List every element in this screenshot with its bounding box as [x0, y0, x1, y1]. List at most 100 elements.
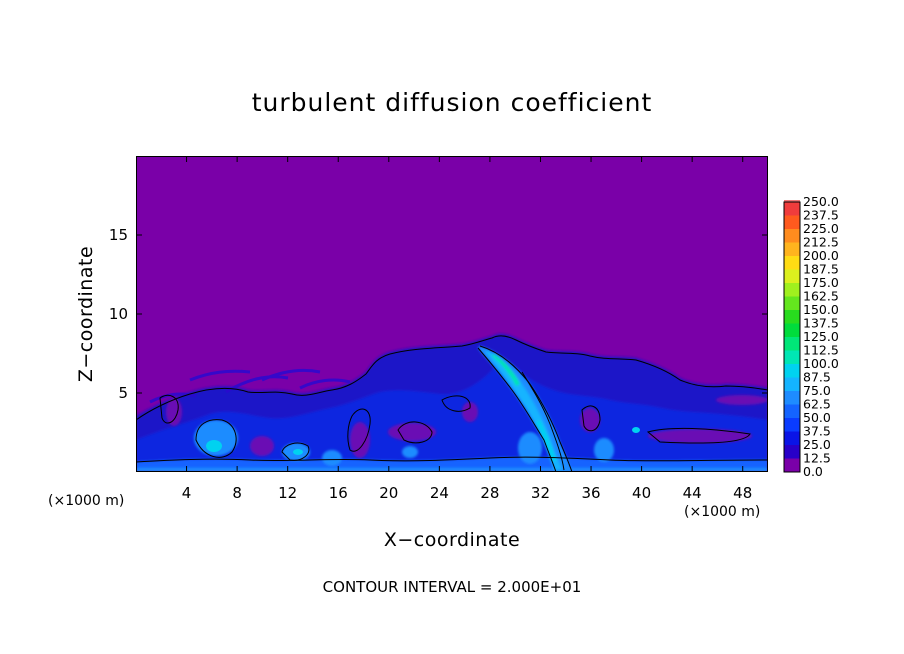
contour-line	[136, 335, 768, 421]
vortices	[194, 420, 614, 466]
x-unit-left: (×1000 m)	[48, 493, 124, 509]
colorbar-swatch	[784, 377, 800, 391]
x-tick-label: 12	[278, 484, 297, 502]
colorbar-swatch	[784, 431, 800, 445]
colorbar-level-label: 250.0	[803, 194, 839, 209]
colorbar-level-label: 62.5	[803, 397, 831, 412]
contour-line	[646, 427, 751, 444]
x-tick-label: 28	[480, 484, 499, 502]
colorbar-level-label: 112.5	[803, 343, 839, 358]
colorbar-swatch	[784, 337, 800, 351]
contour-line	[441, 395, 471, 412]
y-tick-label: 5	[118, 384, 128, 402]
patch	[250, 436, 274, 456]
contour-lines	[136, 335, 768, 472]
colorbar-level-label: 212.5	[803, 235, 839, 250]
x-tick-label: 48	[733, 484, 752, 502]
plume-core	[536, 420, 556, 462]
patch	[350, 422, 370, 458]
colorbar-swatch	[784, 256, 800, 270]
patch	[716, 395, 768, 405]
contour-line	[159, 394, 179, 424]
patch	[462, 402, 478, 422]
vortex-cores	[206, 427, 640, 455]
colorbar-level-label: 200.0	[803, 248, 839, 263]
contour-line	[521, 371, 565, 471]
contour-line	[581, 405, 601, 432]
colorbar-swatch	[784, 323, 800, 337]
colorbar-level-label: 75.0	[803, 383, 831, 398]
contour-line	[477, 347, 557, 472]
contour-interval-note: CONTOUR INTERVAL = 2.000E+01	[323, 578, 582, 596]
x-axis-label: X−coordinate	[384, 529, 520, 551]
plume-mid	[486, 350, 562, 470]
colorbar-swatch	[784, 229, 800, 243]
colorbar-swatch	[784, 350, 800, 364]
colorbar-level-label: 0.0	[803, 464, 823, 479]
streak	[149, 392, 197, 404]
colorbar-swatch	[784, 242, 800, 256]
chart-title: turbulent diffusion coefficient	[252, 88, 653, 117]
colorbar-swatch	[784, 202, 800, 216]
streak	[261, 368, 321, 382]
colorbar-level-label: 12.5	[803, 451, 831, 466]
x-unit-right: (×1000 m)	[684, 504, 760, 520]
x-tick-label: 16	[329, 484, 348, 502]
y-axis-ticks: 5 10 15	[109, 226, 768, 402]
colorbar-level-label: 37.5	[803, 424, 831, 439]
vortex-core	[206, 440, 222, 452]
colorbar-swatch	[784, 283, 800, 297]
colorbar-swatch	[784, 445, 800, 459]
colorbar-level-label: 187.5	[803, 262, 839, 277]
vortex-core	[293, 449, 303, 455]
x-axis-ticks: 4 8 12 16 20 24 28 32 36 40 44 48	[182, 156, 752, 502]
contour-line	[136, 456, 768, 463]
contour-line	[195, 419, 237, 458]
colorbar-level-label: 100.0	[803, 356, 839, 371]
patch	[648, 429, 752, 443]
colorbar-level-label: 175.0	[803, 275, 839, 290]
colorbar-level-label: 125.0	[803, 329, 839, 344]
colorbar-swatch	[784, 200, 800, 202]
plume-core	[492, 354, 520, 386]
colorbar-level-label: 225.0	[803, 221, 839, 236]
x-tick-label: 8	[232, 484, 242, 502]
colorbar-level-label: 137.5	[803, 316, 839, 331]
x-tick-label: 32	[531, 484, 550, 502]
colorbar-swatch	[784, 310, 800, 324]
contour-line	[479, 345, 573, 472]
colorbar-swatch	[784, 404, 800, 418]
y-axis-label: Z−coordinate	[75, 246, 97, 382]
vortex	[322, 450, 342, 466]
colorbar-level-label: 25.0	[803, 437, 831, 452]
colorbar-level-label: 162.5	[803, 289, 839, 304]
streak	[189, 369, 251, 382]
colorbar-level-label: 150.0	[803, 302, 839, 317]
contour-line	[397, 421, 433, 444]
colorbar-frame	[783, 201, 801, 473]
x-tick-label: 36	[581, 484, 600, 502]
vortex	[594, 438, 614, 462]
colorbar-swatch	[784, 215, 800, 229]
colorbar-level-label: 237.5	[803, 208, 839, 223]
colorbar-swatch	[784, 458, 800, 472]
x-tick-label: 24	[430, 484, 449, 502]
vortex-core	[632, 427, 640, 433]
vortex	[518, 432, 542, 464]
patch	[580, 408, 600, 432]
x-tick-label: 44	[683, 484, 702, 502]
vortex	[402, 446, 418, 458]
x-tick-label: 20	[379, 484, 398, 502]
patch	[388, 423, 436, 441]
plot-area	[136, 156, 768, 472]
y-tick-label: 15	[109, 226, 128, 244]
colorbar-swatch	[784, 296, 800, 310]
x-tick-label: 40	[632, 484, 651, 502]
colorbar-swatch	[784, 418, 800, 432]
colorbar-swatch	[784, 269, 800, 283]
colorbar-swatch	[784, 391, 800, 405]
y-tick-label: 10	[109, 305, 128, 323]
colorbar-swatch	[784, 364, 800, 378]
contour-line	[347, 408, 371, 452]
